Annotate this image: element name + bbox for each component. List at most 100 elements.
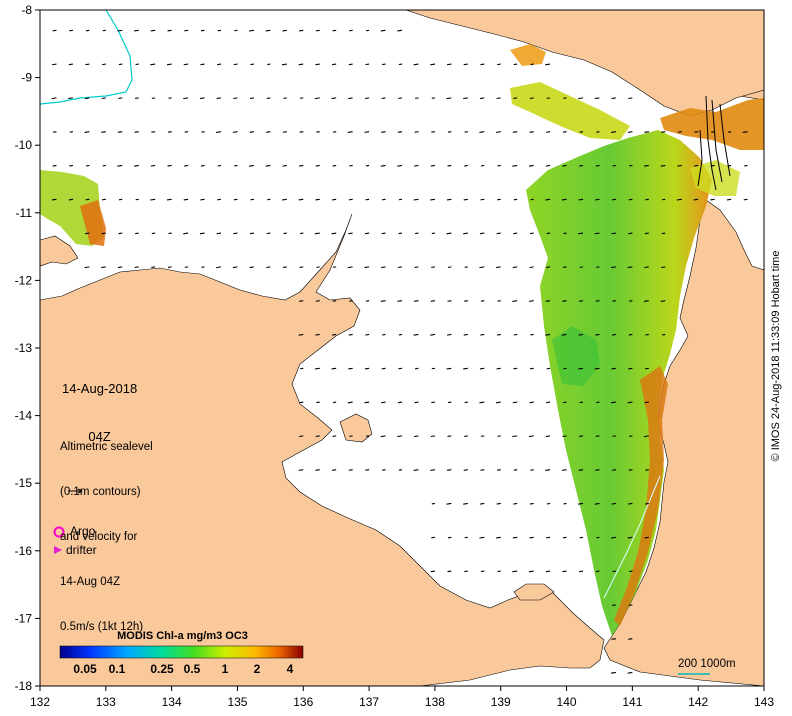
y-tick-label: -16: [15, 544, 33, 558]
velocity-arrow: [430, 300, 435, 302]
velocity-arrow: [232, 131, 238, 133]
velocity-arrow: [299, 131, 304, 133]
velocity-arrow: [463, 232, 468, 235]
velocity-arrow: [628, 638, 633, 640]
velocity-arrow: [364, 97, 370, 100]
velocity-arrow: [628, 367, 633, 370]
velocity-arrow: [316, 266, 320, 268]
velocity-arrow: [578, 232, 584, 235]
velocity-arrow: [52, 29, 57, 32]
velocity-arrow: [431, 401, 435, 404]
velocity-arrow: [315, 435, 320, 438]
velocity-arrow: [611, 333, 616, 336]
velocity-arrow: [282, 131, 287, 133]
velocity-arrow: [463, 367, 468, 370]
x-tick-label: 141: [622, 695, 642, 709]
velocity-arrow: [315, 198, 320, 201]
chlorophyll-west-patch-2: [80, 200, 106, 246]
velocity-arrow: [513, 198, 518, 201]
velocity-arrow: [611, 638, 616, 640]
velocity-arrow: [612, 164, 616, 167]
velocity-arrow: [283, 97, 287, 99]
velocity-arrow: [332, 29, 337, 32]
velocity-arrow: [232, 266, 238, 269]
velocity-arrow: [84, 97, 90, 100]
velocity-arrow: [676, 198, 682, 201]
y-tick-label: -10: [15, 138, 33, 152]
velocity-arrow: [644, 131, 649, 133]
velocity-arrow: [315, 164, 320, 167]
colorbar-label: 0.1: [108, 662, 126, 676]
velocity-arrow: [167, 131, 172, 133]
x-tick-label: 132: [30, 695, 50, 709]
velocity-arrow: [529, 266, 534, 269]
velocity-arrow: [53, 131, 57, 133]
x-tick-label: 143: [754, 695, 774, 709]
velocity-arrow: [101, 131, 106, 133]
velocity-arrow: [463, 63, 468, 66]
velocity-arrow: [513, 63, 518, 66]
velocity-arrow: [497, 469, 501, 471]
velocity-arrow: [463, 469, 468, 471]
velocity-arrow: [382, 333, 386, 336]
velocity-arrow: [314, 367, 320, 370]
velocity-arrow: [364, 266, 370, 269]
velocity-arrow: [545, 198, 551, 201]
velocity-arrow: [545, 570, 551, 573]
velocity-arrow: [150, 198, 156, 201]
velocity-arrow: [365, 198, 370, 201]
velocity-arrow: [233, 63, 238, 66]
velocity-arrow: [414, 300, 419, 302]
velocity-arrow: [545, 333, 551, 336]
depth-scale-label: 200 1000m: [678, 658, 736, 670]
velocity-arrow: [233, 232, 238, 235]
velocity-arrow: [628, 604, 633, 606]
velocity-arrow: [643, 300, 649, 302]
velocity-arrow: [628, 97, 633, 100]
velocity-arrow: [496, 401, 501, 404]
velocity-arrow: [611, 604, 616, 607]
velocity-arrow: [200, 198, 205, 201]
velocity-arrow: [332, 435, 337, 437]
velocity-arrow: [167, 29, 172, 32]
velocity-arrow: [546, 97, 551, 99]
velocity-arrow: [611, 97, 616, 100]
velocity-arrow: [85, 198, 90, 201]
velocity-arrow: [381, 131, 386, 133]
velocity-arrow: [595, 198, 600, 201]
velocity-arrow: [348, 198, 353, 201]
velocity-arrow: [497, 198, 501, 201]
x-tick-label: 134: [162, 695, 182, 709]
chlorophyll-swath: [526, 130, 712, 636]
x-tick-label: 138: [425, 695, 445, 709]
velocity-arrow: [742, 131, 748, 133]
velocity-arrow: [578, 502, 584, 505]
velocity-arrow: [611, 198, 616, 201]
velocity-arrow: [496, 502, 501, 505]
y-tick-label: -12: [15, 273, 33, 287]
velocity-arrow: [414, 131, 419, 133]
velocity-arrow: [513, 469, 518, 471]
velocity-arrow: [528, 164, 534, 167]
velocity-arrow: [513, 333, 518, 336]
velocity-arrow: [578, 367, 584, 370]
velocity-arrow: [677, 164, 682, 167]
velocity-arrow: [610, 401, 616, 404]
velocity-arrow: [562, 300, 567, 302]
velocity-arrow: [529, 502, 534, 505]
velocity-arrow: [281, 63, 287, 66]
velocity-arrow: [282, 164, 287, 167]
velocity-arrow: [282, 266, 287, 269]
velocity-arrow: [414, 435, 419, 438]
velocity-arrow: [348, 232, 353, 235]
velocity-arrow: [430, 164, 435, 167]
velocity-arrow: [463, 97, 468, 100]
velocity-arrow: [250, 63, 254, 66]
velocity-arrow: [266, 232, 271, 235]
sealevel-contour-east: [603, 475, 661, 599]
velocity-arrow: [430, 435, 435, 438]
velocity-arrow: [299, 300, 304, 302]
velocity-arrow: [135, 97, 139, 99]
velocity-arrow: [546, 401, 551, 404]
velocity-arrow: [561, 469, 567, 471]
